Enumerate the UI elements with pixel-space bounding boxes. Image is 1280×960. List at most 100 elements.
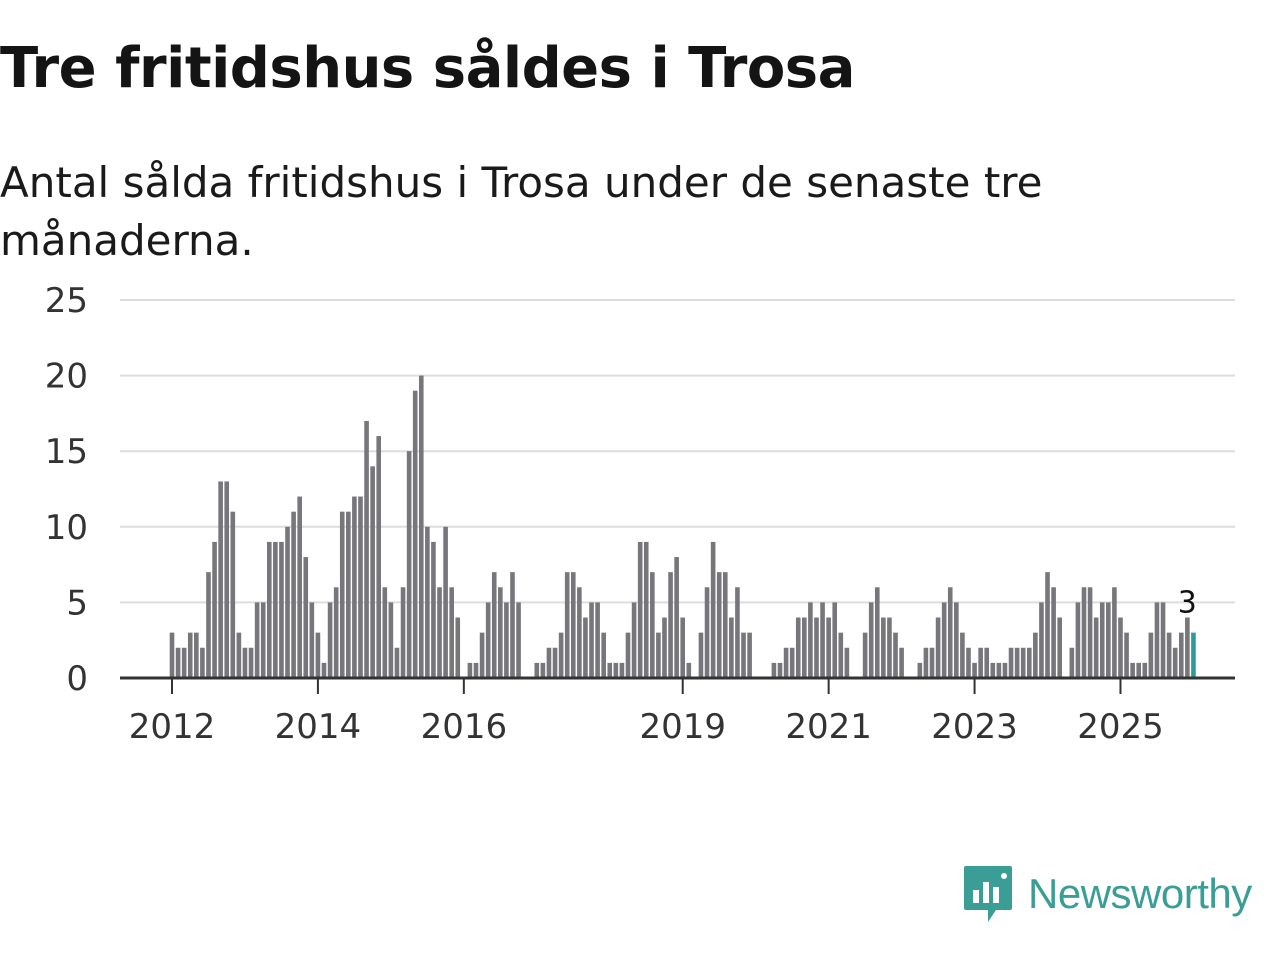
bar [297, 496, 302, 678]
bar [327, 602, 333, 678]
bar [777, 662, 783, 678]
bar [601, 632, 606, 678]
bar [650, 572, 655, 678]
bar [947, 587, 953, 678]
bar [333, 587, 339, 678]
bar [564, 572, 570, 678]
bar [437, 587, 442, 678]
axes [120, 676, 1235, 694]
bar [1075, 602, 1081, 678]
bar [747, 632, 752, 678]
bar [826, 617, 831, 678]
bar [206, 572, 211, 678]
bar [680, 617, 686, 678]
bar [1026, 647, 1032, 678]
bar [339, 511, 345, 678]
bar [802, 617, 807, 678]
bar [1008, 647, 1014, 678]
bar [637, 541, 643, 678]
bar [376, 436, 382, 678]
bar [1148, 632, 1154, 678]
bar [917, 662, 923, 678]
bar [1093, 617, 1099, 678]
bar [200, 647, 205, 678]
bar [619, 662, 625, 678]
bar [358, 496, 363, 678]
bar [315, 632, 321, 678]
bar [656, 632, 661, 678]
bar [984, 647, 990, 678]
bar [279, 541, 284, 678]
bar [370, 466, 375, 678]
bar [1136, 662, 1142, 678]
bar [1154, 602, 1160, 678]
bar [698, 632, 704, 678]
bar [820, 602, 825, 678]
bar [729, 617, 734, 678]
bar [838, 632, 844, 678]
bar [425, 526, 430, 678]
page-subtitle: Antal sålda fritidshus i Trosa under de … [0, 158, 1043, 265]
bar [954, 602, 959, 678]
bar [941, 602, 947, 678]
bar [1020, 647, 1026, 678]
bar [570, 572, 576, 678]
brand-logo: Newsworthy [962, 864, 1252, 924]
bar [1002, 662, 1008, 678]
bar [795, 617, 801, 678]
bar [443, 526, 448, 678]
bar [1099, 602, 1105, 678]
y-tick-label: 15 [45, 432, 88, 472]
x-tick-label: 2025 [1077, 707, 1164, 747]
brand-name: Newsworthy [1028, 870, 1252, 917]
bar [498, 587, 503, 678]
bar [400, 587, 406, 678]
bar [686, 662, 692, 678]
bar [789, 647, 795, 678]
bar [722, 572, 728, 678]
bar [1014, 647, 1020, 678]
bar [832, 602, 838, 678]
bar [285, 526, 290, 678]
bar [1118, 617, 1123, 678]
bar [668, 572, 673, 678]
x-tick-label: 2014 [275, 707, 362, 747]
y-tick-label: 20 [45, 357, 88, 397]
bar [972, 662, 977, 678]
bar [1166, 632, 1172, 678]
bar [242, 647, 248, 678]
bar [418, 375, 424, 678]
y-tick-label: 0 [66, 659, 88, 699]
bar [631, 602, 637, 678]
bar [741, 632, 746, 678]
bar [923, 647, 929, 678]
bar [1160, 602, 1166, 678]
y-tick-label: 25 [45, 281, 88, 321]
x-tick-label: 2021 [785, 707, 872, 747]
data-label: 3 [1178, 586, 1197, 621]
bar [479, 632, 485, 678]
x-tick-label: 2016 [421, 707, 508, 747]
bar [990, 662, 996, 678]
bar [935, 617, 941, 678]
bar [808, 602, 813, 678]
bar [1142, 662, 1148, 678]
bar [230, 511, 236, 678]
bar [224, 481, 230, 678]
bar [966, 647, 971, 678]
bar [1178, 632, 1184, 678]
bar [169, 632, 175, 678]
y-tick-label: 5 [66, 583, 88, 623]
bar [382, 587, 388, 678]
bar [1039, 602, 1044, 678]
newsworthy-logo-icon [964, 866, 1012, 922]
bar [899, 647, 904, 678]
bar [1057, 617, 1062, 678]
bar [978, 647, 983, 678]
bar [309, 602, 315, 678]
bar [175, 647, 181, 678]
bar [236, 632, 242, 678]
y-tick-label: 10 [45, 508, 88, 548]
